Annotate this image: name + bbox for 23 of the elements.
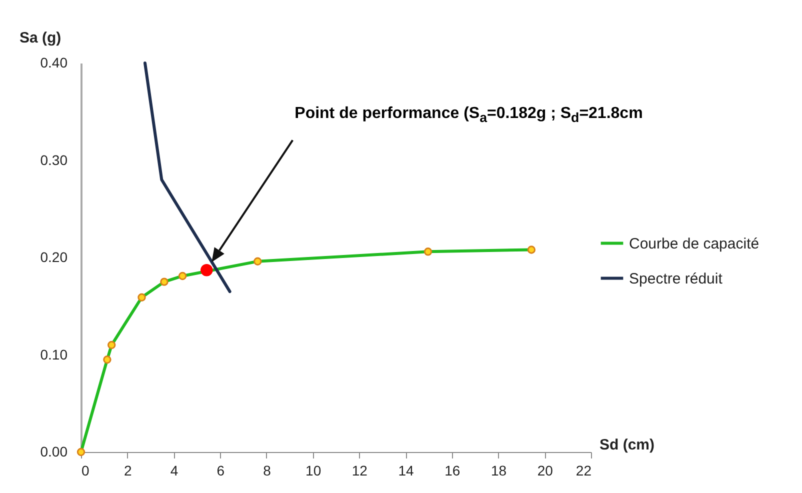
y-tick-label: 0.40 — [40, 54, 68, 70]
point — [200, 264, 213, 276]
x-tick-label: 18 — [490, 462, 507, 478]
y-axis-title: Sa (g) — [20, 30, 62, 46]
x-tick-label: 10 — [306, 462, 322, 478]
x-tick-label: 4 — [170, 462, 178, 478]
x-tick-label: 0 — [82, 462, 90, 478]
x-tick-label: 16 — [444, 462, 460, 478]
x-tick-label: 14 — [398, 462, 414, 478]
x-tick-label: 8 — [263, 462, 272, 478]
y-tick-label: 0.20 — [40, 249, 68, 265]
legend-label: Spectre réduit — [629, 270, 724, 288]
x-axis-title: Sd (cm) — [600, 436, 655, 454]
x-tick-label: 12 — [352, 462, 368, 478]
x-tick-label: 22 — [576, 462, 592, 478]
x-tick-label: 20 — [537, 462, 554, 478]
x-tick-label: 6 — [216, 462, 225, 478]
legend-label: Courbe de capacité — [629, 235, 760, 252]
x-tick-label: 2 — [124, 462, 132, 478]
y-tick-label: 0.30 — [40, 152, 68, 168]
annotation: Point de performance (S$_{a}$=0.182g ; S$_{d}$=21.8cm — [294, 105, 643, 126]
y-tick-label: 0.00 — [40, 444, 68, 460]
y-tick-label: 0.10 — [40, 346, 68, 362]
